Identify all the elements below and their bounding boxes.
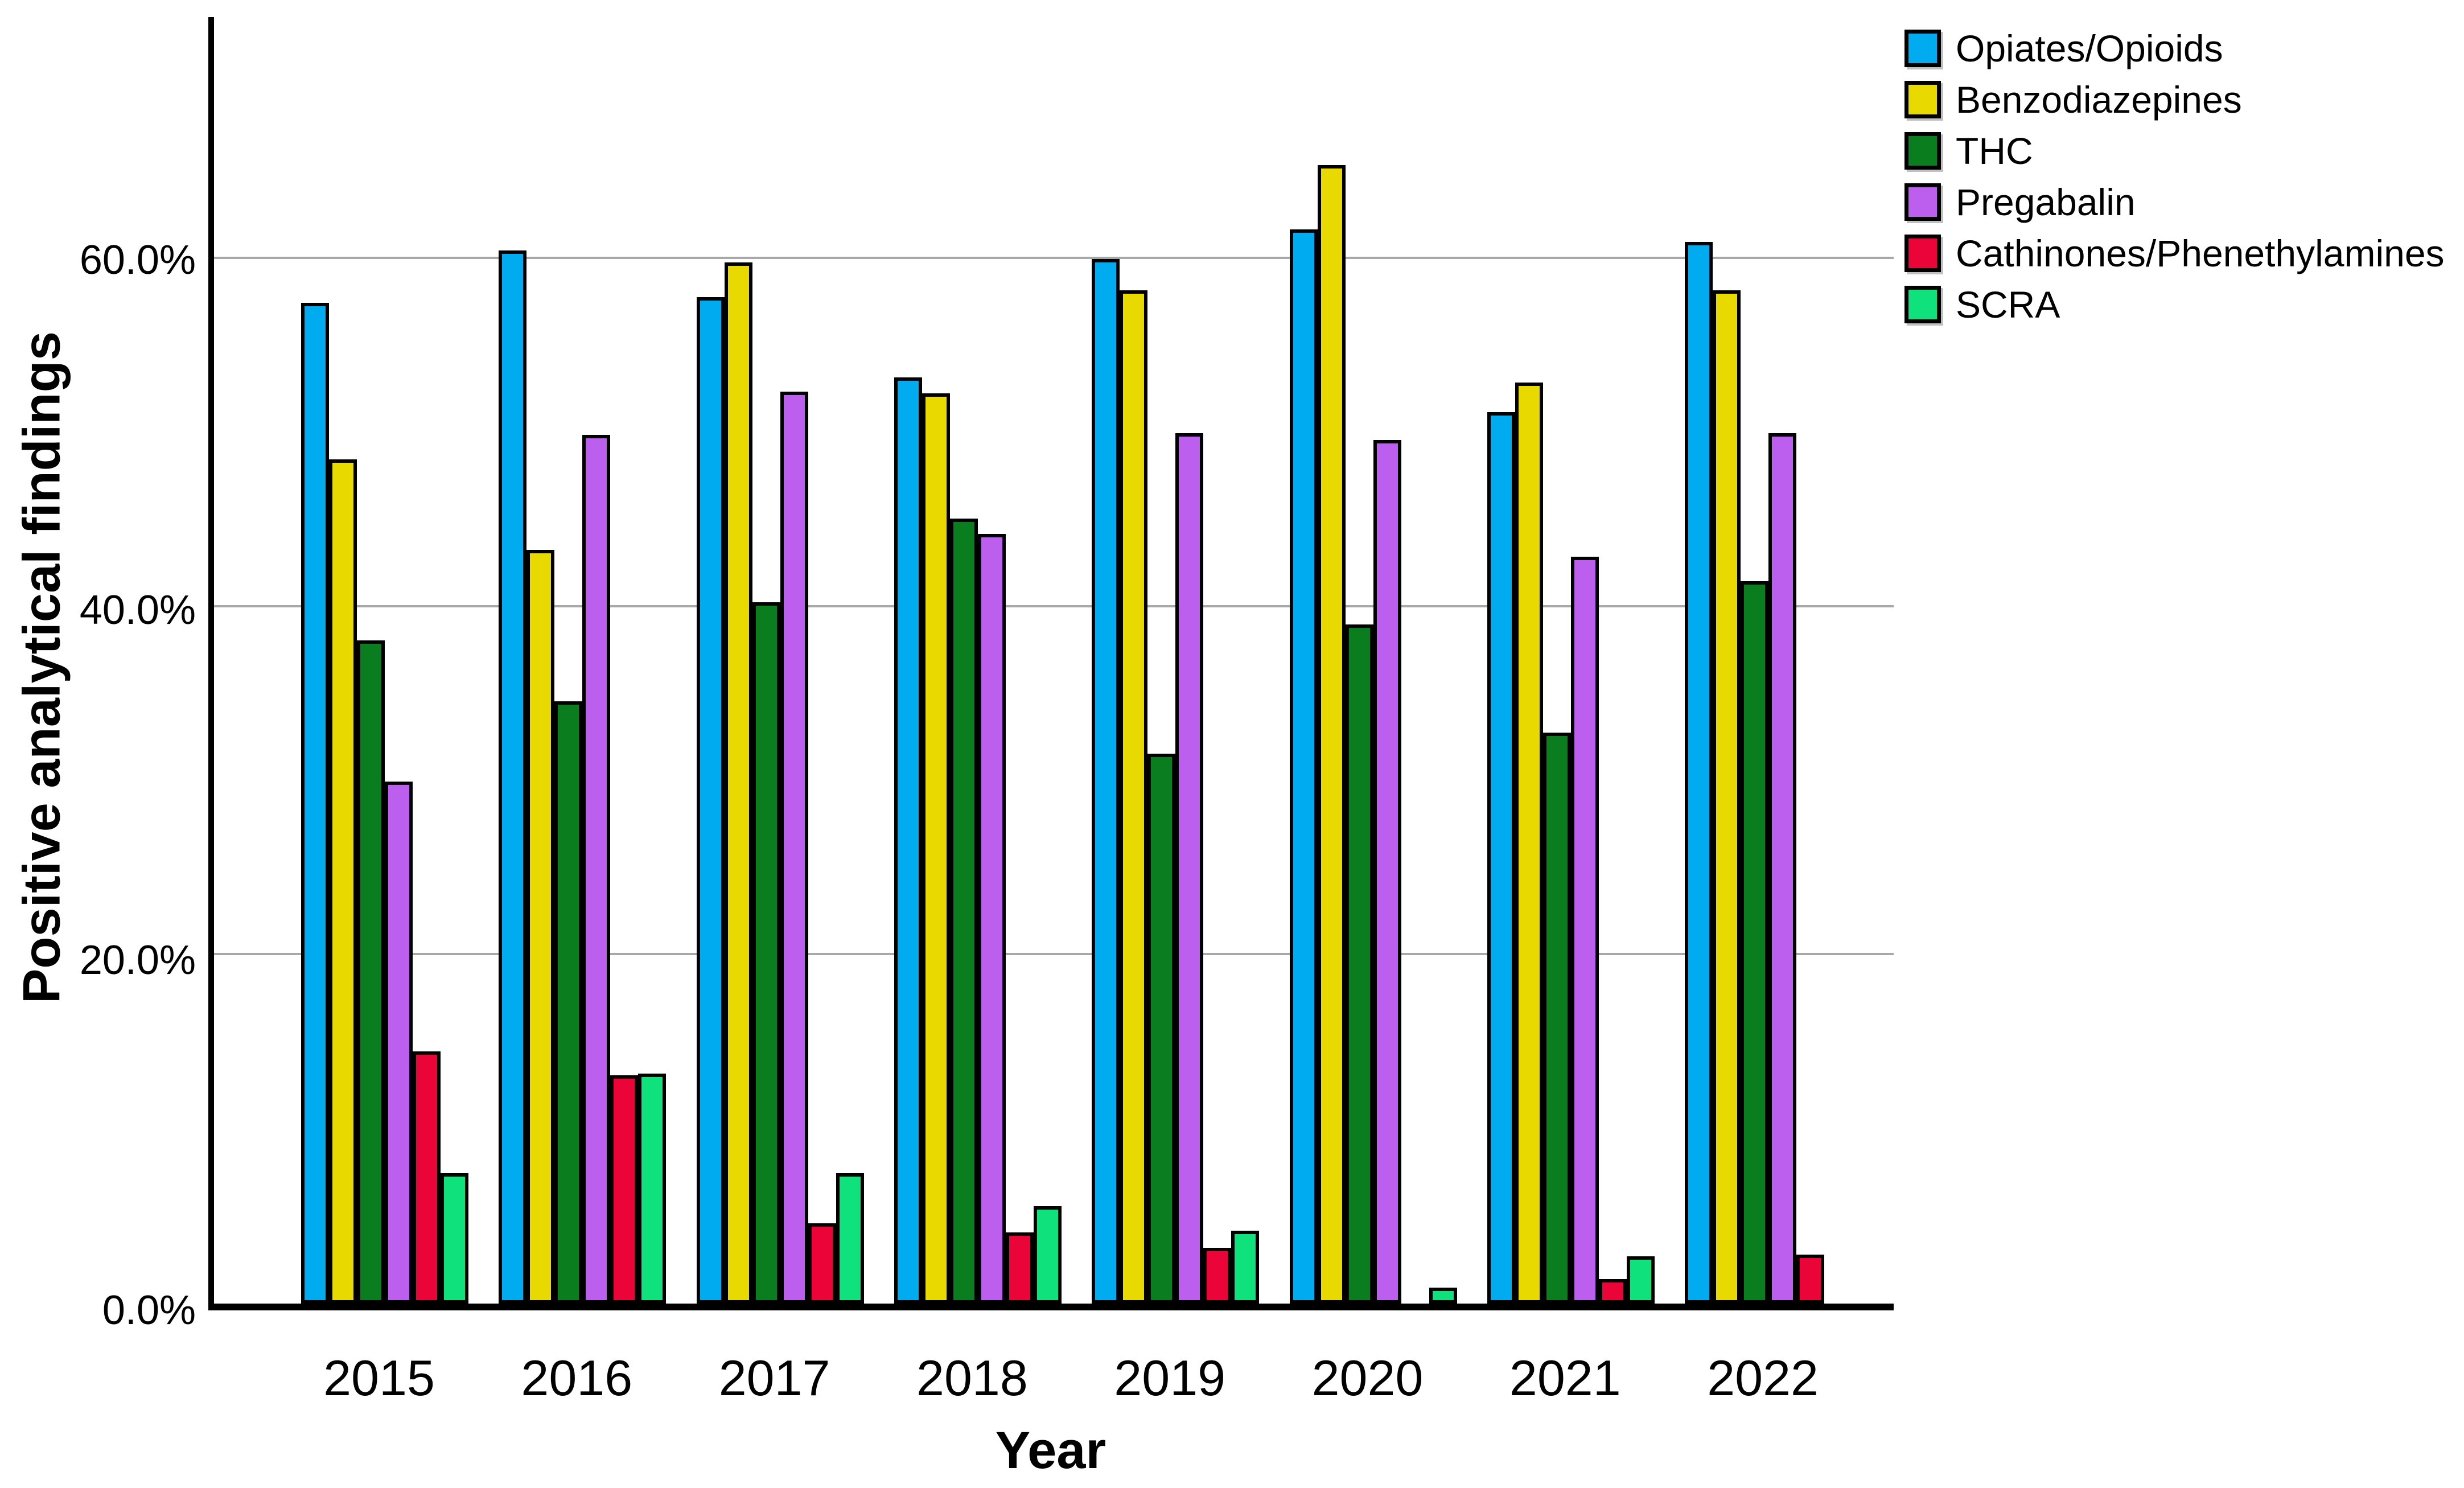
legend-label: SCRA	[1956, 283, 2060, 326]
x-tick-label-2020: 2020	[1311, 1350, 1424, 1406]
y-tick-label-0.0%: 0.0%	[102, 1288, 196, 1333]
bar-2015-cathinones-phenethylamines	[413, 1051, 441, 1304]
bar-2015-pregabalin	[385, 781, 413, 1304]
bar-2018-scra	[1033, 1206, 1062, 1304]
y-tick-label-20.0%: 20.0%	[79, 938, 196, 984]
bar-group-2016	[499, 17, 667, 1304]
bar-2015-scra	[441, 1173, 468, 1304]
bar-2018-cathinones-phenethylamines	[1005, 1232, 1034, 1304]
bar-2021-thc	[1542, 732, 1571, 1304]
bar-2022-cathinones-phenethylamines	[1796, 1255, 1825, 1304]
bar-2022-thc	[1741, 581, 1769, 1304]
bar-2017-thc	[752, 602, 780, 1304]
bar-2020-scra	[1429, 1288, 1457, 1304]
legend-swatch	[1904, 183, 1941, 221]
bar-2015-benzodiazepines	[329, 459, 357, 1304]
legend-item-thc: THC	[1904, 125, 2445, 176]
bar-2019-cathinones-phenethylamines	[1203, 1248, 1232, 1304]
bar-2021-opiates-opioids	[1487, 412, 1515, 1304]
chart-legend: Opiates/Opioids Benzodiazepines THC Pregaba…	[1904, 23, 2445, 330]
bar-2021-cathinones-phenethylamines	[1598, 1279, 1627, 1304]
bar-2019-benzodiazepines	[1120, 290, 1148, 1304]
bar-2021-pregabalin	[1570, 557, 1599, 1304]
bar-group-2021	[1487, 17, 1655, 1304]
legend-swatch	[1904, 30, 1941, 67]
x-tick-label-2019: 2019	[1114, 1350, 1226, 1406]
bar-2018-benzodiazepines	[922, 393, 950, 1304]
bar-2017-opiates-opioids	[696, 297, 725, 1304]
bar-2019-scra	[1231, 1230, 1260, 1304]
bar-2019-opiates-opioids	[1092, 259, 1120, 1304]
bar-2017-scra	[836, 1173, 864, 1304]
bar-2019-pregabalin	[1175, 433, 1204, 1304]
bar-2016-cathinones-phenethylamines	[610, 1075, 639, 1304]
bar-group-2018	[894, 17, 1062, 1304]
plot-area	[208, 17, 1894, 1310]
bar-2018-thc	[949, 518, 978, 1304]
x-axis-title: Year	[995, 1421, 1106, 1479]
bar-group-2015	[301, 17, 468, 1304]
x-tick-label-2017: 2017	[718, 1350, 830, 1406]
bar-2022-opiates-opioids	[1685, 241, 1713, 1304]
legend-label: Pregabalin	[1956, 181, 2136, 223]
bar-2020-opiates-opioids	[1289, 229, 1318, 1304]
bar-group-2022	[1685, 17, 1852, 1304]
x-tick-label-2022: 2022	[1707, 1350, 1819, 1406]
bar-2021-benzodiazepines	[1515, 383, 1543, 1304]
bar-2020-benzodiazepines	[1317, 165, 1346, 1304]
legend-label: THC	[1956, 130, 2033, 172]
gridline-20-percent	[214, 953, 1894, 956]
legend-item-scra: SCRA	[1904, 279, 2445, 330]
legend-swatch	[1904, 81, 1941, 118]
legend-item-cathinones-phenethylamines: Cathinones/Phenethylamines	[1904, 228, 2445, 279]
y-tick-label-40.0%: 40.0%	[79, 587, 196, 634]
legend-swatch	[1904, 286, 1941, 323]
legend-item-benzodiazepines: Benzodiazepines	[1904, 74, 2445, 125]
x-tick-label-2016: 2016	[521, 1350, 633, 1406]
bar-2016-opiates-opioids	[499, 250, 527, 1304]
bar-2022-pregabalin	[1768, 433, 1797, 1304]
legend-label: Benzodiazepines	[1956, 79, 2242, 121]
bar-2016-pregabalin	[582, 434, 611, 1304]
bar-2020-thc	[1345, 624, 1373, 1304]
bar-2020-pregabalin	[1373, 440, 1401, 1304]
bar-2022-benzodiazepines	[1713, 290, 1741, 1304]
bar-2018-opiates-opioids	[894, 377, 922, 1304]
legend-item-opiates-opioids: Opiates/Opioids	[1904, 23, 2445, 74]
legend-swatch	[1904, 235, 1941, 272]
x-tick-label-2021: 2021	[1509, 1350, 1621, 1406]
bar-2021-scra	[1626, 1256, 1655, 1304]
bar-group-2020	[1289, 17, 1457, 1304]
bar-2017-benzodiazepines	[724, 262, 752, 1304]
bar-2019-thc	[1147, 753, 1176, 1304]
x-tick-label-2018: 2018	[916, 1350, 1028, 1406]
bar-group-2019	[1092, 17, 1260, 1304]
x-tick-label-2015: 2015	[323, 1350, 435, 1406]
legend-label: Cathinones/Phenethylamines	[1956, 232, 2445, 274]
bar-2015-opiates-opioids	[301, 302, 329, 1304]
bar-2018-pregabalin	[977, 534, 1006, 1304]
bar-2016-benzodiazepines	[526, 549, 555, 1304]
bar-2016-thc	[554, 701, 583, 1304]
legend-label: Opiates/Opioids	[1956, 27, 2223, 69]
bar-2017-pregabalin	[780, 391, 808, 1304]
bar-2016-scra	[638, 1074, 667, 1304]
y-axis-title: Positive analytical findings	[13, 331, 71, 1004]
y-tick-label-60.0%: 60.0%	[79, 237, 196, 283]
gridline-60-percent	[214, 257, 1894, 260]
bar-group-2017	[696, 17, 864, 1304]
bar-2017-cathinones-phenethylamines	[808, 1223, 836, 1304]
legend-swatch	[1904, 132, 1941, 170]
bar-2015-thc	[357, 640, 385, 1304]
legend-item-pregabalin: Pregabalin	[1904, 176, 2445, 228]
gridline-40-percent	[214, 605, 1894, 607]
